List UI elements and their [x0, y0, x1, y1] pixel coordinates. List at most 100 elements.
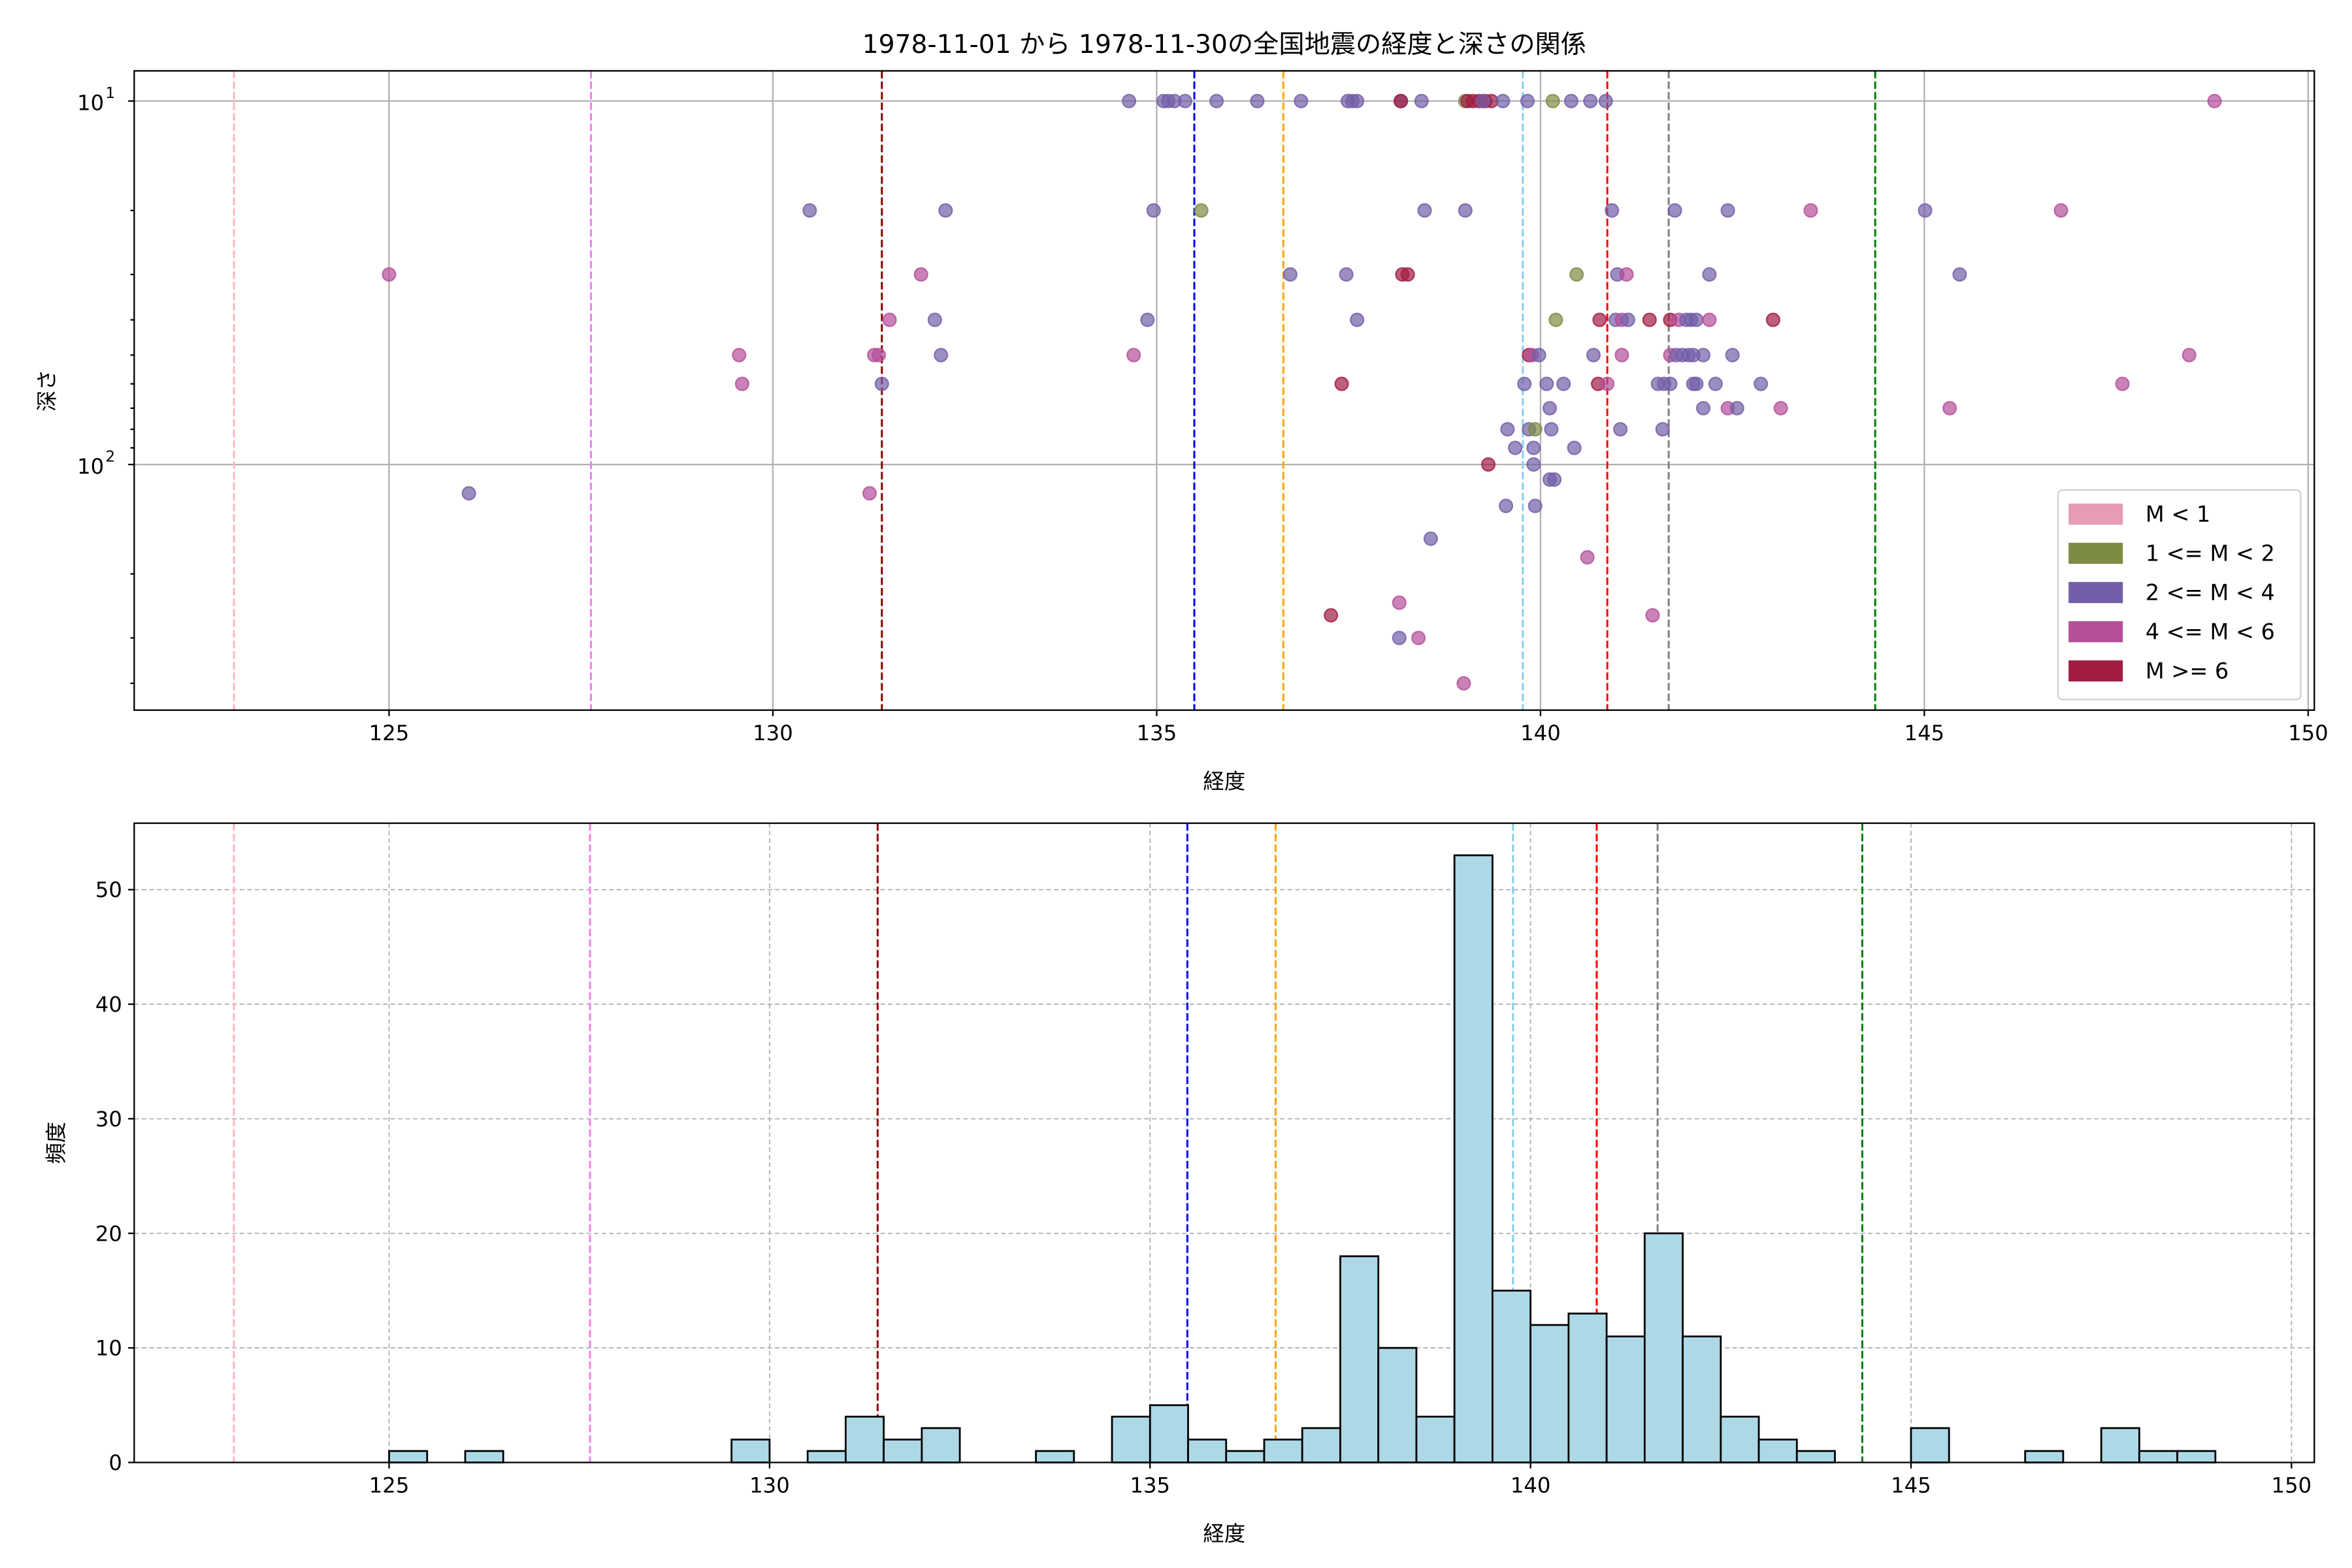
data-point [1556, 376, 1571, 391]
data-point [1339, 267, 1354, 282]
data-point [1392, 630, 1407, 645]
histogram-bar [2176, 1450, 2217, 1463]
data-point [1765, 312, 1781, 327]
data-point [1725, 348, 1740, 363]
data-point [1517, 376, 1532, 391]
data-point [1458, 203, 1473, 218]
histogram-bar [1263, 1439, 1303, 1463]
data-point [1475, 93, 1490, 108]
legend-label: 4 <= M < 6 [2146, 619, 2275, 644]
data-point [1527, 498, 1543, 514]
histogram-bar [464, 1450, 504, 1463]
data-point [1126, 348, 1141, 363]
data-point [1695, 400, 1711, 416]
data-point [1400, 267, 1415, 282]
data-point [1598, 93, 1613, 108]
data-point [1334, 376, 1349, 391]
scatter-y-axis-label: 深さ [35, 369, 59, 412]
data-point [1645, 608, 1660, 623]
histogram-bar [1492, 1290, 1532, 1463]
histogram-bar [1567, 1313, 1608, 1463]
data-point [913, 267, 928, 282]
legend-box [2057, 489, 2302, 700]
data-point [382, 267, 397, 282]
data-point [1614, 348, 1629, 363]
histogram-bar [883, 1439, 923, 1463]
scatter-grid [134, 71, 2315, 710]
data-point [1548, 312, 1563, 327]
legend-label: M >= 6 [2146, 658, 2229, 683]
data-point [882, 312, 897, 327]
data-point [1508, 440, 1523, 455]
data-point [1282, 267, 1298, 282]
data-point [732, 348, 747, 363]
histogram-bar [1643, 1232, 1684, 1463]
data-point [1250, 93, 1265, 108]
data-point [1583, 93, 1598, 108]
data-point [934, 348, 949, 363]
data-point [1526, 457, 1541, 472]
legend-swatch [2068, 542, 2123, 564]
data-point [1294, 93, 1309, 108]
data-point [1689, 312, 1704, 327]
x-tick-label: 130 [749, 1473, 790, 1498]
data-point [1592, 312, 1607, 327]
histogram-x-axis-label: 経度 [1203, 1521, 1246, 1546]
histogram-bar [2100, 1427, 2140, 1463]
data-point [1663, 376, 1678, 391]
data-point [1411, 630, 1426, 645]
histogram-bar [806, 1450, 847, 1463]
data-point [1773, 400, 1788, 416]
data-point [938, 203, 953, 218]
data-point [1394, 93, 1409, 108]
histogram-bar [1757, 1439, 1798, 1463]
data-point [1754, 376, 1769, 391]
histogram-bar [1111, 1415, 1151, 1463]
data-point [461, 485, 476, 501]
data-point [1350, 312, 1365, 327]
data-point [1563, 93, 1579, 108]
data-point [1177, 93, 1192, 108]
data-point [1526, 440, 1541, 455]
data-point [1545, 93, 1560, 108]
legend-swatch [2068, 503, 2123, 525]
y-tick-label: 10 [77, 454, 104, 479]
data-point [1500, 421, 1515, 437]
data-point [1350, 93, 1365, 108]
data-point [1520, 93, 1535, 108]
histogram-bar [1187, 1439, 1228, 1463]
data-point [1918, 203, 1933, 218]
data-point [1620, 312, 1635, 327]
data-point [1803, 203, 1818, 218]
data-point [802, 203, 817, 218]
x-tick-label: 125 [369, 1473, 410, 1498]
y-tick-label: 10 [77, 90, 104, 115]
histogram-bar [2024, 1450, 2065, 1463]
scatter-points [382, 93, 2222, 691]
data-point [1708, 376, 1723, 391]
histogram-y-axis-label: 頻度 [44, 1122, 69, 1164]
y-tick-label: 20 [95, 1221, 122, 1246]
data-point [2181, 348, 2197, 363]
data-point [1480, 457, 1496, 472]
data-point [1667, 203, 1682, 218]
histogram-bar [388, 1450, 429, 1463]
histogram-bar [1720, 1415, 1760, 1463]
data-point [1580, 549, 1595, 565]
histogram-bar [921, 1427, 961, 1463]
histogram-ticks: 125 130 135 140 145 150 0 10 20 30 40 50 [95, 877, 2311, 1497]
legend-swatch [2068, 621, 2123, 643]
histogram-bar [1035, 1450, 1075, 1463]
data-point [1952, 267, 1967, 282]
data-point [2207, 93, 2222, 108]
y-tick-exponent: 1 [106, 85, 116, 102]
histogram-bar [1453, 854, 1494, 1463]
x-tick-label: 140 [1511, 1473, 1551, 1498]
data-point [1456, 676, 1471, 691]
data-point [1423, 531, 1438, 546]
data-point [1613, 421, 1628, 437]
data-point [1122, 93, 1137, 108]
data-point [1702, 312, 1717, 327]
